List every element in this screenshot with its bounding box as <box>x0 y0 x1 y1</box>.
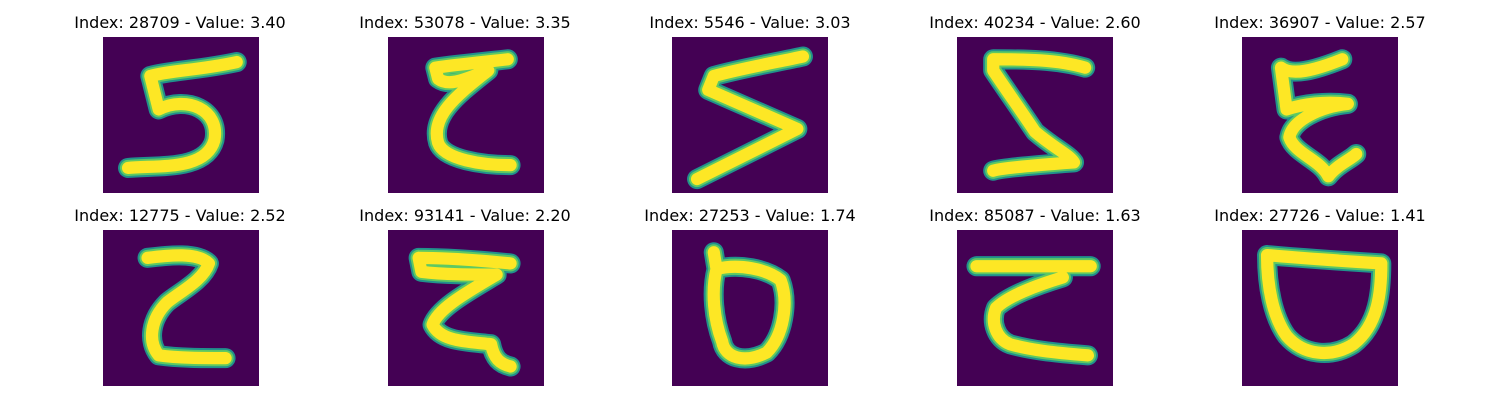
digit-image <box>672 230 828 386</box>
digit-image <box>388 37 544 193</box>
panel-title: Index: 28709 - Value: 3.40 <box>74 13 286 32</box>
panel-title: Index: 5546 - Value: 3.03 <box>649 13 851 32</box>
digit-image <box>388 230 544 386</box>
panel-title: Index: 36907 - Value: 2.57 <box>1214 13 1426 32</box>
digit-image <box>957 230 1113 386</box>
panel-title: Index: 27726 - Value: 1.41 <box>1214 206 1426 225</box>
digit-image <box>1242 230 1398 386</box>
digit-image <box>103 37 259 193</box>
panel-title: Index: 40234 - Value: 2.60 <box>929 13 1141 32</box>
digit-image <box>103 230 259 386</box>
digit-image <box>1242 37 1398 193</box>
panel-title: Index: 53078 - Value: 3.35 <box>359 13 571 32</box>
panel-title: Index: 93141 - Value: 2.20 <box>359 206 571 225</box>
digit-image <box>957 37 1113 193</box>
digit-image <box>672 37 828 193</box>
panel-title: Index: 27253 - Value: 1.74 <box>644 206 856 225</box>
panel-title: Index: 85087 - Value: 1.63 <box>929 206 1141 225</box>
panel-title: Index: 12775 - Value: 2.52 <box>74 206 286 225</box>
